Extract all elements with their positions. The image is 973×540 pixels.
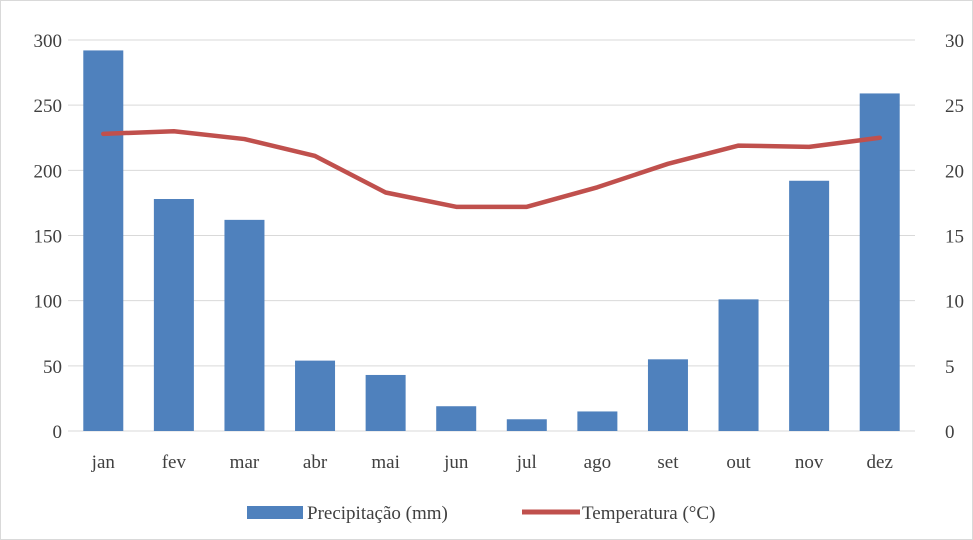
y-left-tick-label: 0 bbox=[53, 422, 63, 443]
y-right-tick-label: 20 bbox=[945, 161, 964, 182]
x-tick-label: set bbox=[657, 452, 679, 473]
x-tick-label: mai bbox=[371, 452, 400, 473]
temperature-point bbox=[314, 155, 316, 157]
legend-label-precipitation: Precipitação (mm) bbox=[307, 503, 448, 524]
temperature-point bbox=[808, 146, 810, 148]
x-tick-label: ago bbox=[584, 452, 611, 473]
y-left-tick-label: 200 bbox=[34, 161, 63, 182]
temperature-point bbox=[596, 186, 598, 188]
y-right-tick-label: 15 bbox=[945, 227, 964, 248]
bar bbox=[153, 199, 194, 431]
y-right-tick-label: 0 bbox=[945, 422, 955, 443]
temperature-point bbox=[738, 145, 740, 147]
y-left-tick-label: 50 bbox=[43, 357, 62, 378]
gridlines bbox=[68, 39, 915, 432]
bar bbox=[859, 93, 900, 431]
y-left-tick-label: 100 bbox=[34, 292, 63, 313]
y-left-tick-label: 150 bbox=[34, 227, 63, 248]
temperature-point bbox=[243, 138, 245, 140]
y-right-tick-label: 25 bbox=[945, 96, 964, 117]
bar bbox=[506, 419, 547, 431]
legend: Precipitação (mm) Temperatura (°C) bbox=[247, 503, 715, 524]
y-right-tick-label: 5 bbox=[945, 357, 955, 378]
temperature-line bbox=[101, 128, 882, 210]
temperature-point bbox=[526, 206, 528, 208]
bar bbox=[295, 360, 336, 431]
legend-label-temperature: Temperatura (°C) bbox=[582, 503, 715, 524]
bar bbox=[365, 374, 406, 431]
bar bbox=[647, 359, 688, 431]
bar bbox=[436, 406, 477, 431]
bar bbox=[718, 299, 759, 431]
x-tick-labels: jan fev mar abr mai jun jul ago set out nov dez bbox=[91, 452, 893, 473]
x-tick-label: jan bbox=[91, 452, 116, 473]
y-right-tick-labels: 0 5 10 15 20 25 30 bbox=[945, 31, 964, 443]
x-tick-label: dez bbox=[867, 452, 893, 473]
y-right-tick-label: 10 bbox=[945, 292, 964, 313]
temperature-point bbox=[667, 163, 669, 165]
legend-swatch-precipitation bbox=[247, 506, 303, 519]
x-tick-label: abr bbox=[303, 452, 328, 473]
temperature-point bbox=[102, 133, 104, 135]
x-tick-label: jul bbox=[516, 452, 537, 473]
precipitation-bars bbox=[83, 50, 900, 431]
temperature-point bbox=[879, 137, 881, 139]
temperature-point bbox=[173, 130, 175, 132]
y-right-tick-label: 30 bbox=[945, 31, 964, 52]
temperature-series bbox=[101, 128, 882, 210]
y-left-tick-label: 300 bbox=[34, 31, 63, 52]
x-tick-label: nov bbox=[795, 452, 824, 473]
x-tick-label: mar bbox=[230, 452, 260, 473]
y-left-tick-label: 250 bbox=[34, 96, 63, 117]
bar bbox=[224, 219, 265, 431]
bar bbox=[577, 411, 618, 431]
temperature-point bbox=[455, 206, 457, 208]
temperature-point bbox=[385, 191, 387, 193]
x-tick-label: fev bbox=[162, 452, 187, 473]
bar bbox=[83, 50, 124, 431]
x-tick-label: out bbox=[726, 452, 751, 473]
y-left-tick-labels: 0 50 100 150 200 250 300 bbox=[34, 31, 63, 443]
bar bbox=[789, 180, 830, 431]
x-tick-label: jun bbox=[443, 452, 469, 473]
